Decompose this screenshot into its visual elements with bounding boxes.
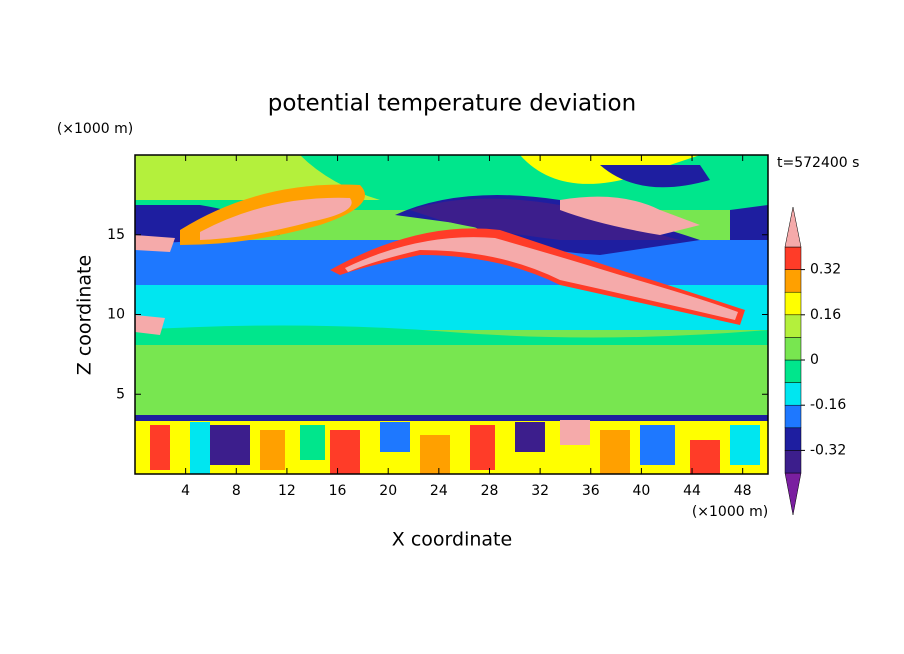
colorbar-box bbox=[784, 291, 802, 316]
x-tick-label: 32 bbox=[531, 483, 549, 499]
colorbar-box bbox=[784, 404, 802, 429]
colorbar-box bbox=[784, 382, 802, 406]
chart-title: potential temperature deviation bbox=[268, 91, 636, 117]
colorbar-box bbox=[784, 314, 802, 338]
y-tick-label: 10 bbox=[107, 307, 125, 323]
x-tick-label: 36 bbox=[582, 483, 600, 499]
x-tick-label: 8 bbox=[232, 483, 241, 499]
y-axis-label: Z coordinate bbox=[74, 255, 96, 375]
x-tick-label: 16 bbox=[329, 483, 347, 499]
colorbar-box bbox=[784, 359, 802, 383]
x-tick-label: 48 bbox=[734, 483, 752, 499]
x-tick-label: 12 bbox=[278, 483, 296, 499]
x-axis-label: X coordinate bbox=[392, 529, 512, 551]
colorbar-box bbox=[784, 450, 802, 474]
x-tick-label: 40 bbox=[632, 483, 650, 499]
colorbar-box bbox=[784, 246, 802, 270]
colorbar-label: 0.16 bbox=[810, 307, 841, 323]
lower-turbulence bbox=[150, 420, 760, 474]
colorbar-over bbox=[784, 206, 802, 248]
y-unit: (×1000 m) bbox=[57, 121, 133, 137]
x-tick-label: 4 bbox=[181, 483, 190, 499]
colorbar-label: 0 bbox=[810, 352, 819, 368]
time-annotation: t=572400 s bbox=[777, 155, 859, 171]
contour-field bbox=[135, 155, 768, 474]
colorbar-under bbox=[784, 472, 802, 516]
colorbar-label: -0.32 bbox=[810, 442, 846, 458]
x-tick-label: 28 bbox=[481, 483, 499, 499]
x-unit: (×1000 m) bbox=[692, 504, 768, 520]
x-tick-label: 20 bbox=[379, 483, 397, 499]
y-tick-label: 15 bbox=[107, 227, 125, 243]
colorbar-label: 0.32 bbox=[810, 262, 841, 278]
colorbar-box bbox=[784, 427, 802, 451]
x-tick-label: 44 bbox=[683, 483, 701, 499]
colorbar-box bbox=[784, 337, 802, 361]
x-tick-label: 24 bbox=[430, 483, 448, 499]
colorbar-label: -0.16 bbox=[810, 397, 846, 413]
y-tick-label: 5 bbox=[116, 386, 125, 402]
colorbar-box bbox=[784, 269, 802, 293]
